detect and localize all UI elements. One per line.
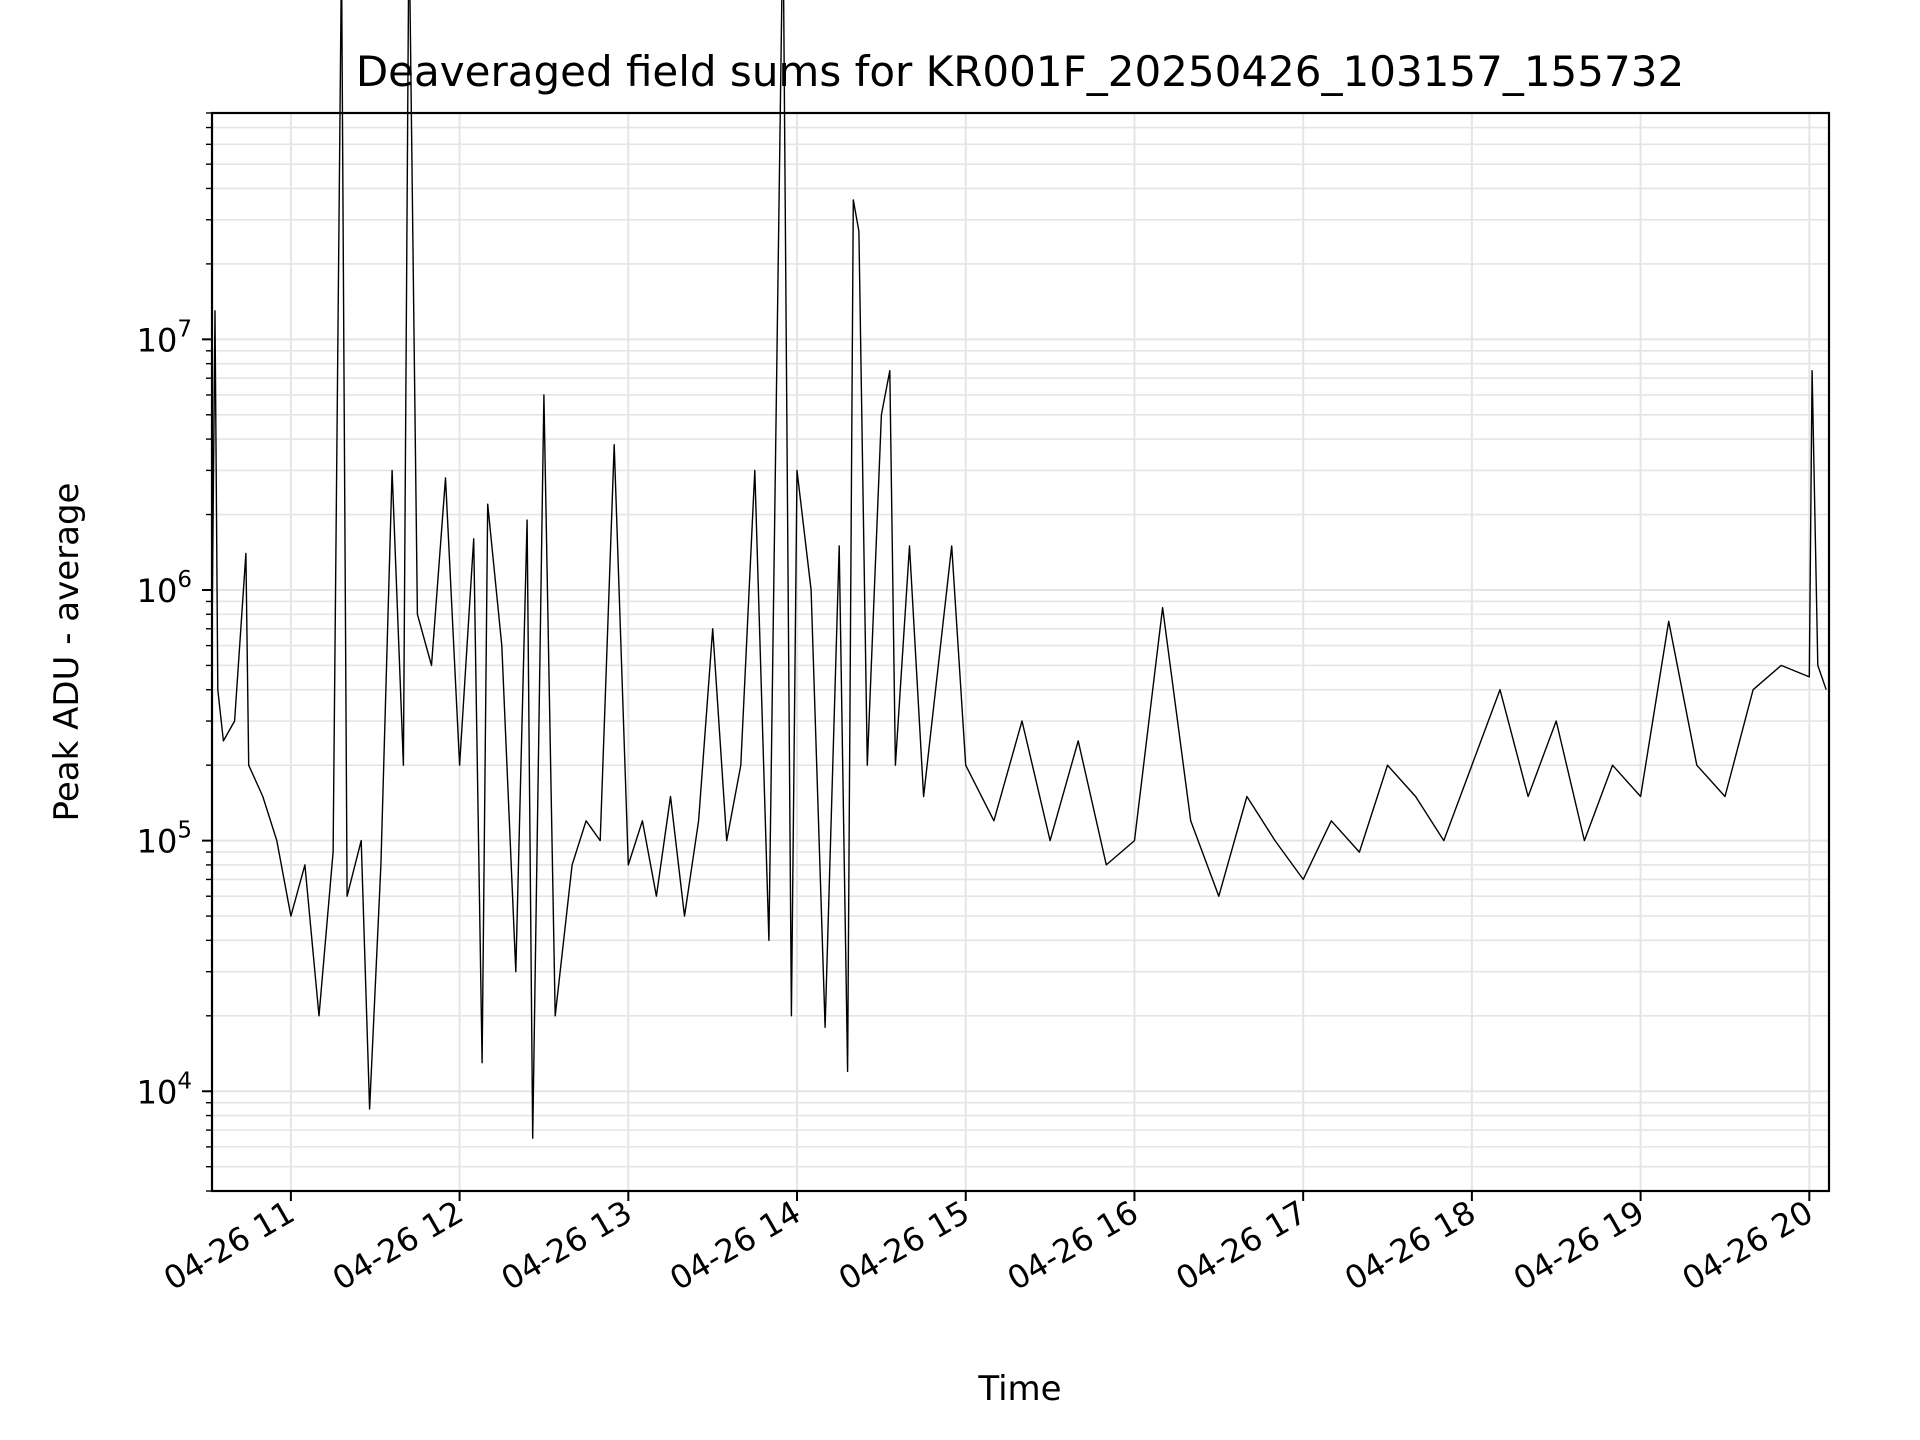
grid <box>212 112 1829 1192</box>
y-tick-label-base: 10 <box>137 572 178 610</box>
x-axis-label: Time <box>977 1369 1061 1409</box>
y-tick-label-exponent: 7 <box>177 316 192 342</box>
y-tick-label-exponent: 6 <box>177 567 192 593</box>
y-tick-label-exponent: 5 <box>177 818 192 844</box>
y-tick-label: 105 <box>137 818 192 861</box>
y-tick-label-exponent: 4 <box>177 1068 192 1094</box>
y-axis-label: Peak ADU - average <box>47 483 87 822</box>
chart-title: Deaveraged field sums for KR001F_2025042… <box>356 47 1684 96</box>
y-tick-label-base: 10 <box>137 823 178 861</box>
y-tick-label-base: 10 <box>137 321 178 359</box>
y-tick-label: 104 <box>137 1068 192 1111</box>
plot-frame <box>210 111 1831 1193</box>
y-tick-label-base: 10 <box>137 1073 178 1111</box>
series-line <box>211 0 1827 1139</box>
series-line-group <box>211 0 1827 1139</box>
y-tick-label: 107 <box>137 316 192 359</box>
y-tick-label: 106 <box>137 567 192 610</box>
